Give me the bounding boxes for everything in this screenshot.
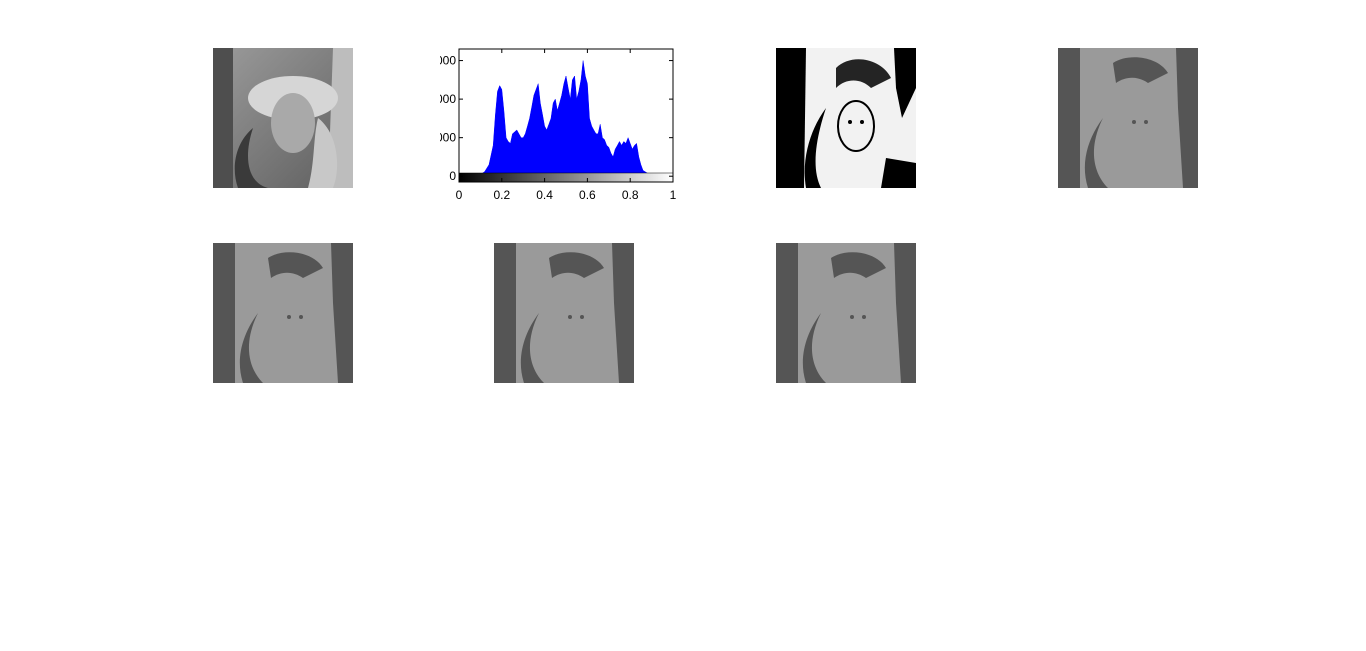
y-tick-label: 0 — [449, 169, 456, 183]
histogram-plot: 0 1000 2000 3000 0 0.2 0.4 0.6 0.8 1 — [440, 44, 690, 214]
grayscale-colorbar — [458, 172, 674, 183]
two-level-image-2 — [213, 243, 353, 383]
two-level-image-1 — [1058, 48, 1198, 188]
y-tick-label: 2000 — [440, 92, 456, 106]
y-tick-label: 3000 — [440, 54, 456, 68]
x-tick-label: 0.4 — [536, 188, 553, 202]
axes-box — [458, 48, 674, 183]
x-tick-label: 1 — [670, 188, 677, 202]
x-tick-label: 0.8 — [622, 188, 639, 202]
two-level-image-3 — [494, 243, 634, 383]
x-tick-label: 0.2 — [493, 188, 510, 202]
original-image — [213, 48, 353, 188]
x-tick-label: 0 — [456, 188, 463, 202]
x-tick-label: 0.6 — [579, 188, 596, 202]
histogram-area — [458, 60, 674, 177]
two-level-image-4 — [776, 243, 916, 383]
y-tick-label: 1000 — [440, 131, 456, 145]
binary-image — [776, 48, 916, 188]
